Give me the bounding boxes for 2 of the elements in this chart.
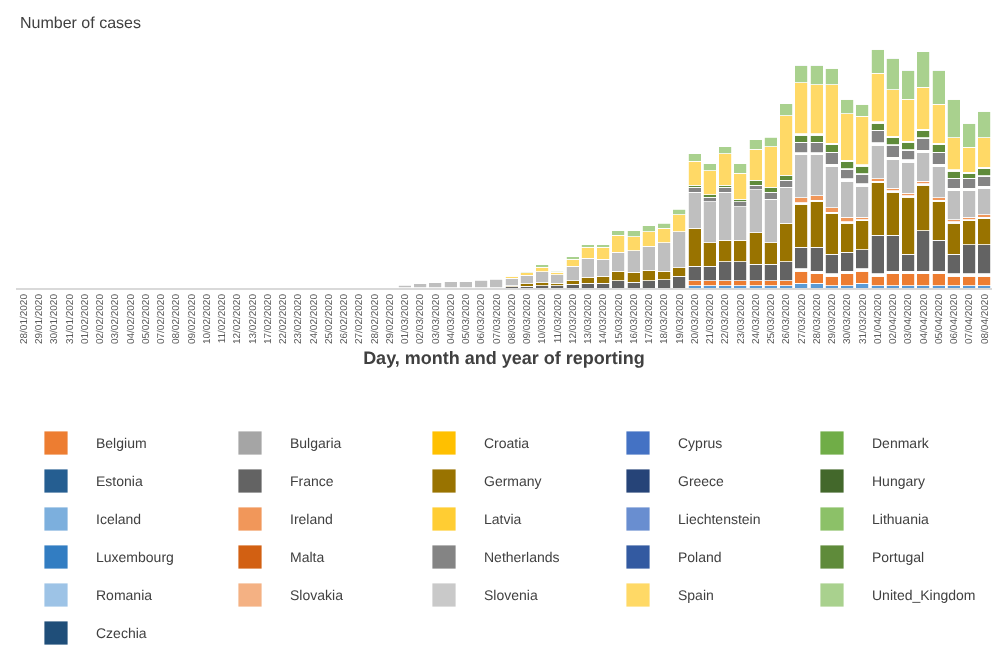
y-axis-title: Number of cases: [20, 14, 141, 32]
x-axis-title: Day, month and year of reporting: [363, 347, 645, 368]
